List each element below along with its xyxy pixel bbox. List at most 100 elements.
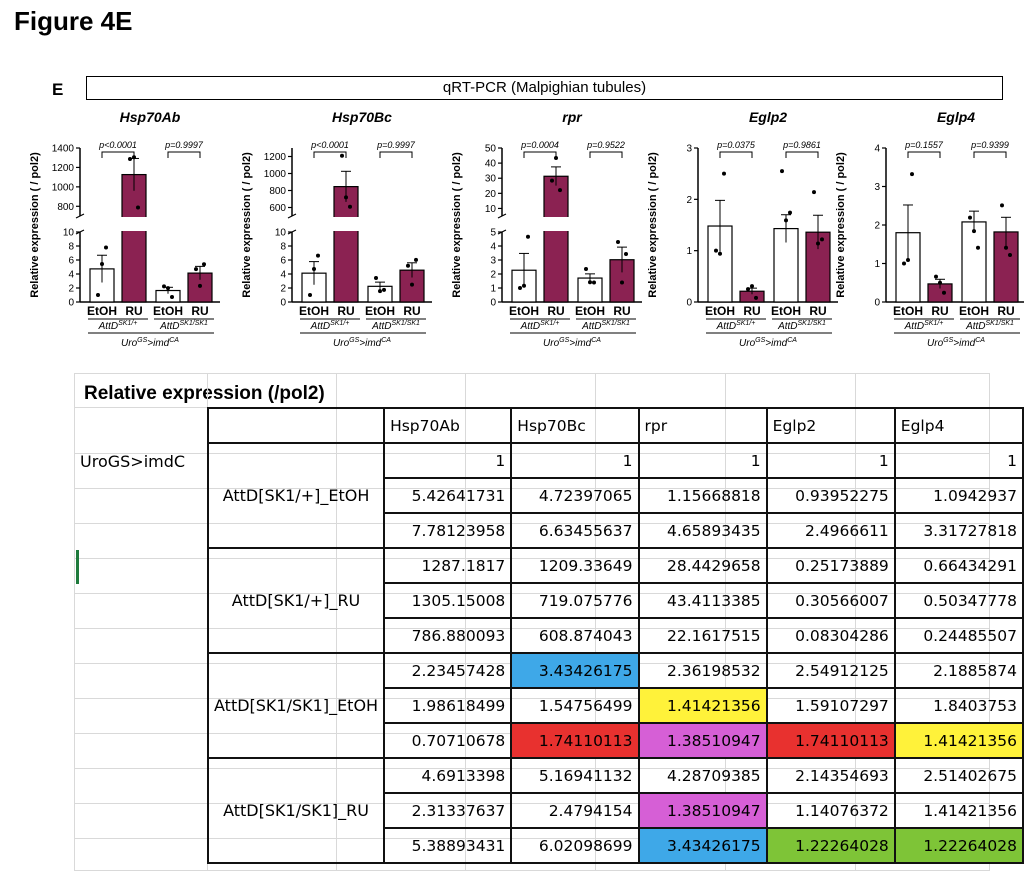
bar-ru xyxy=(333,186,359,303)
table-cell[interactable]: 1.41421356 xyxy=(893,792,1024,829)
table-cell[interactable]: 0.70710678 xyxy=(383,722,513,759)
table-cell[interactable]: 4.72397065 xyxy=(510,477,640,514)
column-header-rpr[interactable]: rpr xyxy=(637,407,768,444)
table-cell[interactable]: 4.65893435 xyxy=(637,512,768,549)
p-value: p=0.0375 xyxy=(716,140,756,150)
y-tick-label: 3 xyxy=(686,144,692,155)
data-point xyxy=(750,284,754,289)
group-label[interactable]: AttD[SK1/SK1]_EtOH xyxy=(206,652,386,759)
table-cell[interactable]: 2.4966611 xyxy=(765,512,896,549)
table-cell[interactable]: 1.59107297 xyxy=(765,687,896,724)
table-cell[interactable]: 1.15668818 xyxy=(637,477,768,514)
column-header-hsp70ab[interactable]: Hsp70Ab xyxy=(383,407,513,444)
table-cell[interactable]: 719.075776 xyxy=(510,582,640,619)
table-row: 5.38893431 6.02098699 3.43426175 1.22264028… xyxy=(208,827,1024,864)
condition-label: RU xyxy=(613,304,630,318)
table-cell[interactable]: 1287.1817 xyxy=(383,547,513,584)
table-cell[interactable]: 3.43426175 xyxy=(510,652,640,689)
table-cell[interactable]: 0.66434291 xyxy=(893,547,1024,584)
data-point xyxy=(344,195,348,200)
table-cell[interactable]: 7.78123958 xyxy=(383,512,513,549)
data-point xyxy=(550,178,554,183)
chart-title: Eglp2 xyxy=(749,109,787,125)
table-cell[interactable]: 1 xyxy=(765,442,896,479)
table-cell[interactable]: 6.02098699 xyxy=(510,827,640,864)
table-row: 786.880093 608.874043 22.1617515 0.08304286… xyxy=(208,617,1024,654)
data-point xyxy=(100,261,104,266)
table-cell[interactable]: 43.4113385 xyxy=(637,582,768,619)
table-cell[interactable]: 3.43426175 xyxy=(637,827,768,864)
table-cell[interactable]: 1.54756499 xyxy=(510,687,640,724)
data-point xyxy=(1004,245,1008,250)
table-cell[interactable]: 0.24485507 xyxy=(893,617,1024,654)
y-tick-label: 50 xyxy=(485,144,497,155)
table-cell[interactable]: 1.74110113 xyxy=(510,722,640,759)
condition-label: RU xyxy=(931,304,948,318)
table-cell[interactable]: 1209.33649 xyxy=(510,547,640,584)
table-cell[interactable]: 1.8403753 xyxy=(893,687,1024,724)
data-point xyxy=(348,204,352,209)
condition-label: EtOH xyxy=(705,304,735,318)
group-label[interactable]: AttD[SK1/+]_EtOH xyxy=(206,442,386,549)
chart-title: rpr xyxy=(562,109,583,125)
table-cell[interactable]: 2.14354693 xyxy=(765,757,896,794)
table-cell[interactable]: 2.1885874 xyxy=(893,652,1024,689)
table-cell[interactable]: 2.23457428 xyxy=(383,652,513,689)
group-label[interactable]: AttD[SK1/SK1]_RU xyxy=(206,757,386,864)
significance-bracket xyxy=(101,151,135,158)
column-header-eglp4[interactable]: Eglp4 xyxy=(893,407,1024,444)
table-cell[interactable]: 28.4429658 xyxy=(637,547,768,584)
condition-label: RU xyxy=(191,304,208,318)
table-cell[interactable]: 1 xyxy=(637,442,768,479)
corner-cell xyxy=(206,407,386,444)
chart-title: Hsp70Bc xyxy=(332,109,392,125)
group-label[interactable]: AttD[SK1/+]_RU xyxy=(206,547,386,654)
y-tick-label: 4 xyxy=(68,270,74,281)
table-cell[interactable]: 1 xyxy=(383,442,513,479)
table-cell[interactable]: 3.31727818 xyxy=(893,512,1024,549)
data-point xyxy=(170,295,174,300)
table-cell[interactable]: 1 xyxy=(893,442,1024,479)
table-cell[interactable]: 1 xyxy=(510,442,640,479)
table-cell[interactable]: 1.41421356 xyxy=(893,722,1024,759)
row-label[interactable]: UroGS>imdC xyxy=(80,452,186,471)
table-cell[interactable]: 0.08304286 xyxy=(765,617,896,654)
table-cell[interactable]: 1.38510947 xyxy=(637,722,768,759)
y-tick-label: 0 xyxy=(874,298,880,309)
condition-label: EtOH xyxy=(87,304,117,318)
table-cell[interactable]: 1.74110113 xyxy=(765,722,896,759)
genotype-label: AttDSK1/SK1 xyxy=(581,320,630,332)
data-point xyxy=(906,258,910,263)
table-cell[interactable]: 2.4794154 xyxy=(510,792,640,829)
table-cell[interactable]: 1.0942937 xyxy=(893,477,1024,514)
table-cell[interactable]: 786.880093 xyxy=(383,617,513,654)
table-cell[interactable]: 0.50347778 xyxy=(893,582,1024,619)
table-cell[interactable]: 608.874043 xyxy=(510,617,640,654)
table-cell[interactable]: 2.31337637 xyxy=(383,792,513,829)
y-axis-label: Relative expression ( / pol2) xyxy=(241,152,253,298)
table-cell[interactable]: 1.98618499 xyxy=(383,687,513,724)
table-cell[interactable]: 6.63455637 xyxy=(510,512,640,549)
table-cell[interactable]: 0.30566007 xyxy=(765,582,896,619)
table-cell[interactable]: 0.93952275 xyxy=(765,477,896,514)
table-cell[interactable]: 22.1617515 xyxy=(637,617,768,654)
table-cell[interactable]: 1.38510947 xyxy=(637,792,768,829)
column-header-hsp70bc[interactable]: Hsp70Bc xyxy=(510,407,640,444)
table-cell[interactable]: 1.41421356 xyxy=(637,687,768,724)
table-cell[interactable]: 2.51402675 xyxy=(893,757,1024,794)
table-cell[interactable]: 5.16941132 xyxy=(510,757,640,794)
table-cell[interactable]: 1.22264028 xyxy=(765,827,896,864)
table-cell[interactable]: 1.22264028 xyxy=(893,827,1024,864)
table-cell[interactable]: 4.6913398 xyxy=(383,757,513,794)
table-cell[interactable]: 5.38893431 xyxy=(383,827,513,864)
column-header-eglp2[interactable]: Eglp2 xyxy=(765,407,896,444)
y-tick-label: 1 xyxy=(686,246,692,257)
table-cell[interactable]: 1305.15008 xyxy=(383,582,513,619)
table-cell[interactable]: 0.25173889 xyxy=(765,547,896,584)
table-cell[interactable]: 5.42641731 xyxy=(383,477,513,514)
table-cell[interactable]: 2.54912125 xyxy=(765,652,896,689)
table-cell[interactable]: 4.28709385 xyxy=(637,757,768,794)
table-cell[interactable]: 2.36198532 xyxy=(637,652,768,689)
table-cell[interactable]: 1.14076372 xyxy=(765,792,896,829)
p-value: p<0.0001 xyxy=(98,140,137,150)
